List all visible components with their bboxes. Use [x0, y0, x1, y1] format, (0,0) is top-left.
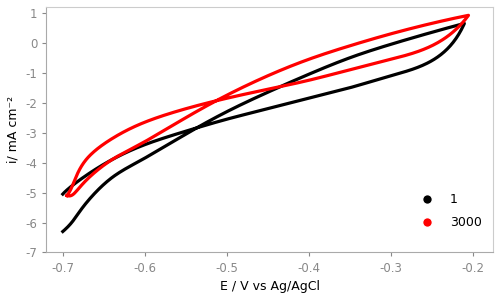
Y-axis label: i/ mA cm⁻²: i/ mA cm⁻²: [7, 96, 20, 163]
Legend: 1, 3000: 1, 3000: [410, 188, 487, 234]
X-axis label: E / V vs Ag/AgCl: E / V vs Ag/AgCl: [220, 280, 320, 293]
